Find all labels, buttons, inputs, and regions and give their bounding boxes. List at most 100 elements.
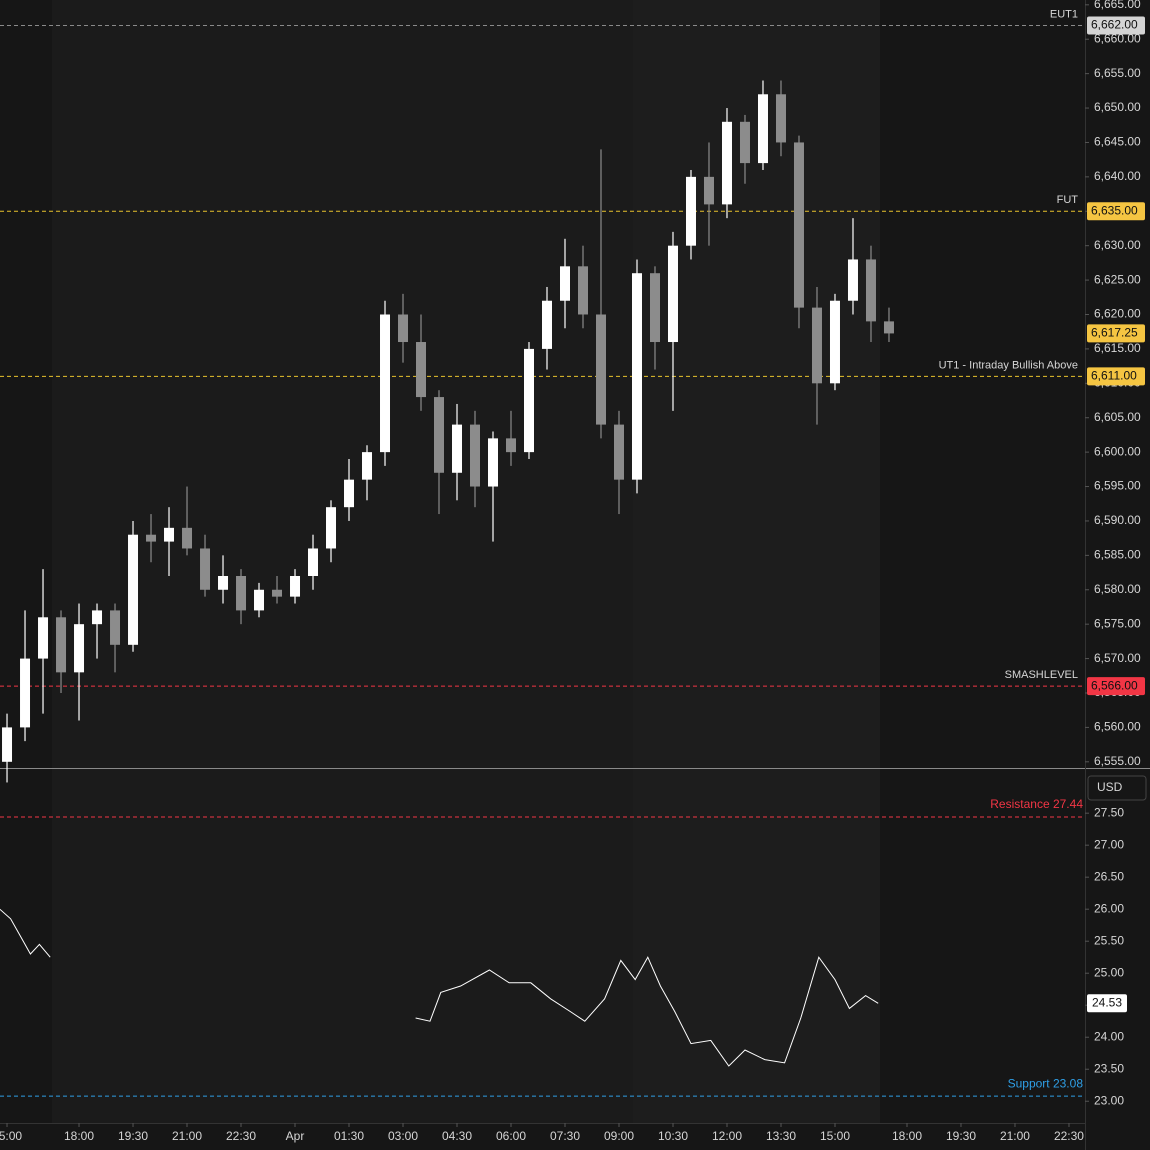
- candle-body: [829, 300, 840, 384]
- y-tick-label: 6,640.00: [1094, 169, 1141, 183]
- candle-body: [200, 548, 211, 590]
- price-box: [1087, 16, 1145, 35]
- candle-body: [344, 479, 355, 508]
- candle-body: [182, 527, 193, 549]
- y-tick-label: 6,605.00: [1094, 410, 1141, 424]
- value-box-label: 24.53: [1092, 995, 1122, 1009]
- y-tick-label: 23.00: [1094, 1093, 1124, 1107]
- y-tick-label: 6,645.00: [1094, 135, 1141, 149]
- price-box: [1087, 677, 1145, 696]
- x-tick-label: 22:30: [226, 1129, 256, 1143]
- candle-body: [452, 424, 463, 473]
- candle-body: [721, 121, 732, 205]
- candle-body: [811, 307, 822, 384]
- y-tick-label: 6,665.00: [1094, 0, 1141, 11]
- y-tick-label: 6,580.00: [1094, 582, 1141, 596]
- candle-body: [757, 94, 768, 164]
- y-tick-label: 6,590.00: [1094, 513, 1141, 527]
- level-name: SMASHLEVEL: [1005, 669, 1078, 681]
- currency-label: USD: [1097, 780, 1123, 794]
- y-tick-label: 6,555.00: [1094, 754, 1141, 768]
- y-tick-label: 25.00: [1094, 965, 1124, 979]
- candle-body: [541, 300, 552, 349]
- x-tick-label: Apr: [286, 1129, 305, 1143]
- x-tick-label: 18:00: [64, 1129, 94, 1143]
- price-box: [1087, 202, 1145, 221]
- candle-body: [128, 534, 139, 645]
- y-tick-label: 6,560.00: [1094, 720, 1141, 734]
- x-tick-label: 06:00: [496, 1129, 526, 1143]
- x-tick-label: 04:30: [442, 1129, 472, 1143]
- candle-body: [649, 273, 660, 343]
- candle-body: [506, 438, 517, 453]
- candle-body: [326, 507, 337, 549]
- candle-body: [595, 314, 606, 425]
- candle-body: [847, 259, 858, 301]
- candle-body: [883, 321, 894, 334]
- y-tick-label: 6,655.00: [1094, 66, 1141, 80]
- y-tick-label: 6,570.00: [1094, 651, 1141, 665]
- candle-body: [865, 259, 876, 322]
- currency-box[interactable]: [1087, 775, 1147, 801]
- y-tick-label: 27.50: [1094, 805, 1124, 819]
- candle-body: [308, 548, 319, 576]
- candle-body: [2, 727, 13, 762]
- x-tick-label: 03:00: [388, 1129, 418, 1143]
- candle-body: [146, 534, 157, 542]
- candle-body: [218, 576, 229, 590]
- price-box-label: 6,611.00: [1091, 369, 1137, 383]
- x-tick-label: 19:30: [946, 1129, 976, 1143]
- candle-body: [793, 142, 804, 308]
- x-tick-label: 15:00: [0, 1129, 22, 1143]
- candle-body: [577, 266, 588, 315]
- candle-body: [272, 589, 283, 597]
- candle-body: [559, 266, 570, 301]
- x-tick-label: 13:30: [766, 1129, 796, 1143]
- candle-body: [20, 658, 31, 728]
- indicator-line: [0, 908, 879, 1067]
- y-tick-label: 6,585.00: [1094, 548, 1141, 562]
- candle-body: [398, 314, 409, 343]
- x-tick-label: 15:00: [820, 1129, 850, 1143]
- x-tick-label: 12:00: [712, 1129, 742, 1143]
- candle-body: [524, 348, 535, 453]
- candle-body: [470, 424, 481, 487]
- y-tick-label: 6,630.00: [1094, 238, 1141, 252]
- candle-body: [92, 610, 103, 625]
- y-tick-label: 6,615.00: [1094, 341, 1141, 355]
- candle-body: [739, 121, 750, 164]
- candle-body: [434, 397, 445, 473]
- y-tick-label: 26.50: [1094, 869, 1124, 883]
- y-tick-label: 6,620.00: [1094, 307, 1141, 321]
- y-tick-label: 6,660.00: [1094, 31, 1141, 45]
- level-label: Resistance 27.44: [990, 797, 1083, 811]
- y-tick-label: 23.50: [1094, 1061, 1124, 1075]
- candle-body: [38, 617, 49, 659]
- x-tick-label: 22:30: [1054, 1129, 1084, 1143]
- candle-body: [775, 94, 786, 143]
- session-band: [633, 0, 880, 1123]
- y-tick-label: 6,575.00: [1094, 616, 1141, 630]
- x-tick-label: 18:00: [892, 1129, 922, 1143]
- price-box-label: 6,635.00: [1091, 203, 1138, 217]
- session-band: [52, 0, 633, 1123]
- candle-body: [703, 176, 714, 205]
- x-tick-label: 21:00: [1000, 1129, 1030, 1143]
- candle-body: [685, 176, 696, 246]
- candle-body: [110, 610, 121, 645]
- y-tick-label: 6,625.00: [1094, 272, 1141, 286]
- y-tick-label: 26.00: [1094, 901, 1124, 915]
- candle-body: [667, 245, 678, 343]
- x-tick-label: 09:00: [604, 1129, 634, 1143]
- price-box-label: 6,617.25: [1091, 326, 1138, 340]
- y-tick-label: 6,600.00: [1094, 444, 1141, 458]
- price-box-label: 6,662.00: [1091, 18, 1138, 32]
- y-tick-label: 6,650.00: [1094, 100, 1141, 114]
- y-tick-label: 25.50: [1094, 933, 1124, 947]
- x-tick-label: 21:00: [172, 1129, 202, 1143]
- candle-body: [488, 438, 499, 487]
- candle-body: [613, 424, 624, 480]
- level-name: FUT: [1057, 194, 1079, 206]
